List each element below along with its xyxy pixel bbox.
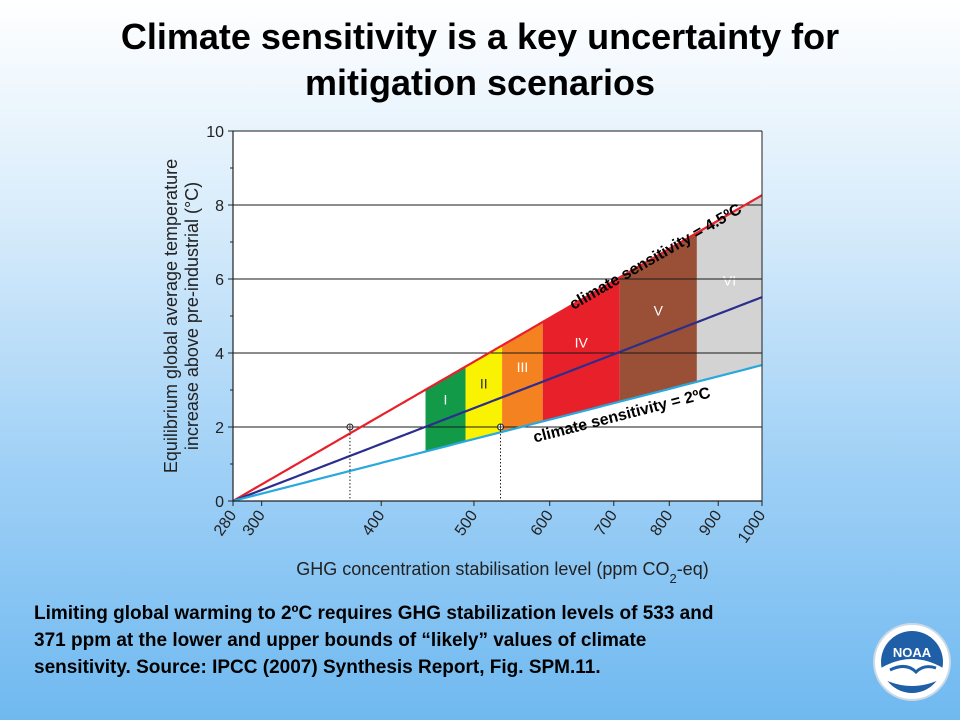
category-label-3: III — [517, 359, 529, 375]
category-label-1: I — [444, 391, 448, 407]
y-tick-label-0: 0 — [215, 494, 224, 511]
y-axis-label-line-1: Equilibrium global average temperature — [161, 159, 181, 473]
category-band-2 — [465, 345, 503, 442]
caption-line-2: 371 ppm at the lower and upper bounds of… — [34, 630, 647, 651]
caption-line-1: Limiting global warming to 2ºC requires … — [34, 603, 714, 624]
series-line-3 — [232, 364, 763, 503]
noaa-logo: NOAA — [873, 623, 951, 701]
x-tick-label-280: 280 — [211, 507, 240, 539]
caption-line-3: sensitivity. Source: IPCC (2007) Synthes… — [34, 657, 601, 678]
category-band-5 — [619, 232, 697, 402]
x-tick-label-500: 500 — [452, 507, 481, 539]
x-axis-label: GHG concentration stabilisation level (p… — [296, 559, 708, 586]
y-tick-label-10: 10 — [206, 124, 224, 141]
y-tick-label-2: 2 — [215, 420, 224, 437]
category-band-6 — [696, 195, 762, 382]
category-band-3 — [502, 321, 543, 432]
series-line-1 — [232, 194, 763, 502]
y-axis-label-line-2: increase above pre-industrial (°C) — [182, 182, 202, 450]
svg-text:NOAA: NOAA — [893, 645, 932, 660]
category-band-4 — [542, 277, 620, 422]
x-tick-label-1000: 1000 — [735, 507, 769, 546]
category-label-5: V — [654, 303, 664, 319]
y-tick-label-8: 8 — [215, 198, 224, 215]
slide-title: Climate sensitivity is a key uncertainty… — [120, 16, 840, 103]
category-label-6: VI — [723, 273, 736, 289]
x-tick-label-600: 600 — [528, 507, 557, 539]
caption: Limiting global warming to 2ºC requires … — [34, 600, 884, 681]
series-line-2 — [232, 296, 763, 503]
category-label-2: II — [480, 375, 488, 391]
category-band-1 — [425, 366, 466, 452]
x-tick-label-300: 300 — [240, 507, 269, 539]
y-tick-label-4: 4 — [215, 346, 224, 363]
category-label-4: IV — [575, 335, 589, 351]
x-tick-label-400: 400 — [359, 507, 388, 539]
x-tick-label-900: 900 — [696, 507, 725, 539]
x-tick-label-800: 800 — [647, 507, 676, 539]
y-tick-label-6: 6 — [215, 272, 224, 289]
x-tick-label-700: 700 — [592, 507, 621, 539]
